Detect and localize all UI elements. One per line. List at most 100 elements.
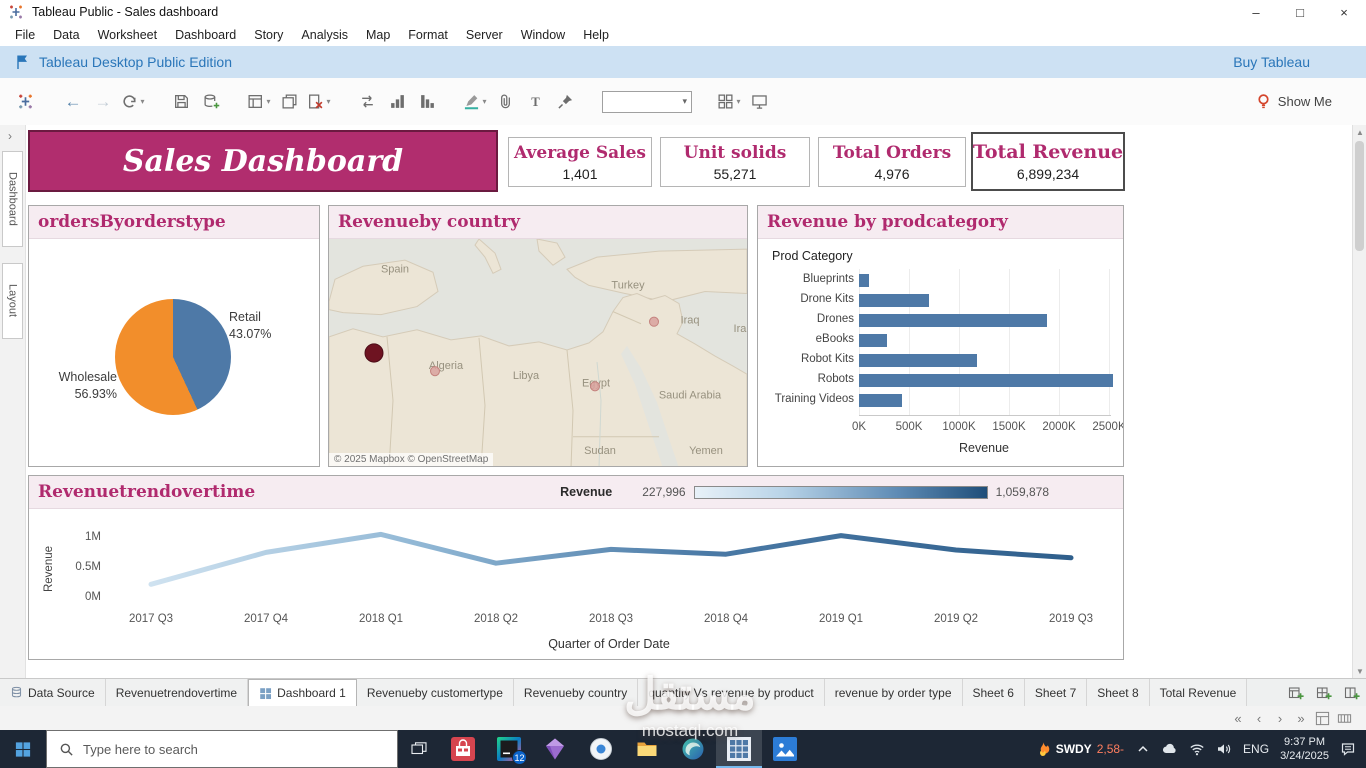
tab-revenuetrendovertime[interactable]: Revenuetrendovertime	[105, 679, 249, 706]
bar-drones[interactable]	[859, 314, 1047, 327]
clear-sheet-icon[interactable]: ▾	[305, 87, 333, 117]
minimize-button[interactable]: –	[1252, 4, 1260, 20]
menu-data[interactable]: Data	[53, 28, 80, 42]
first-sheet-button[interactable]: «	[1234, 710, 1242, 726]
taskbar-clock[interactable]: 9:37 PM 3/24/2025	[1280, 735, 1329, 764]
presentation-mode-icon[interactable]	[745, 87, 773, 117]
filmstrip-view-button[interactable]	[1337, 711, 1352, 726]
maximize-button[interactable]: □	[1296, 4, 1304, 20]
tab-quantity-vs-revenue-by-product[interactable]: quantity Vs revenue by product	[638, 679, 825, 706]
show-cards-icon[interactable]: ▾	[715, 87, 743, 117]
taskbar-search[interactable]	[46, 730, 398, 768]
bar-robot-kits[interactable]	[859, 354, 977, 367]
menu-dashboard[interactable]: Dashboard	[175, 28, 237, 42]
tab-revenueby-customertype[interactable]: Revenueby customertype	[356, 679, 514, 706]
kpi-card-average-sales[interactable]: Average Sales 1,401	[508, 137, 652, 187]
browser-app[interactable]	[578, 730, 624, 768]
kpi-card-total-orders[interactable]: Total Orders 4,976	[818, 137, 966, 187]
redo-icon[interactable]: ▾	[119, 87, 147, 117]
tab-sheet-8[interactable]: Sheet 8	[1087, 679, 1150, 706]
wifi-icon[interactable]	[1189, 741, 1205, 757]
new-worksheet-button[interactable]	[1282, 679, 1310, 706]
tableau-app[interactable]	[716, 730, 762, 768]
map-data-point[interactable]	[649, 316, 659, 327]
menu-format[interactable]: Format	[408, 28, 448, 42]
rail-tab-dashboard[interactable]: Dashboard	[2, 151, 23, 247]
color-legend[interactable]: Revenue 227,996 1,059,878	[560, 476, 1049, 509]
duplicate-icon[interactable]	[275, 87, 303, 117]
task-view-button[interactable]	[398, 730, 440, 768]
rail-tab-layout[interactable]: Layout	[2, 263, 23, 339]
pin-icon[interactable]	[551, 87, 579, 117]
menu-story[interactable]: Story	[254, 28, 284, 42]
country-map[interactable]: SpainTurkeyAlgeriaLibyaEgyptIraqIranSaud…	[329, 239, 747, 466]
swap-rows-cols-icon[interactable]	[353, 87, 381, 117]
tab-total-revenue[interactable]: Total Revenue	[1149, 679, 1248, 706]
action-center-icon[interactable]	[1340, 741, 1356, 757]
store-app[interactable]	[440, 730, 486, 768]
language-indicator[interactable]: ENG	[1243, 742, 1270, 756]
expand-pane-chevron-icon[interactable]: ›	[8, 129, 12, 143]
scrollbar-thumb[interactable]	[1355, 141, 1364, 251]
pie-chart[interactable]	[115, 299, 231, 415]
tableau-logo-icon[interactable]	[11, 87, 39, 117]
new-dashboard-button[interactable]	[1310, 679, 1338, 706]
menu-file[interactable]: File	[15, 28, 36, 42]
highlight-icon[interactable]: ▾	[461, 87, 489, 117]
map-data-point[interactable]	[590, 381, 600, 392]
previous-sheet-button[interactable]: ‹	[1256, 710, 1262, 726]
fit-combo[interactable]: ▾	[602, 90, 692, 113]
tab-dashboard-1[interactable]: Dashboard 1	[248, 679, 357, 706]
search-input[interactable]	[83, 741, 363, 757]
bar-drone-kits[interactable]	[859, 294, 929, 307]
tray-expand-icon[interactable]	[1135, 741, 1151, 757]
photos-app[interactable]	[762, 730, 808, 768]
sheet-sorter-view-button[interactable]	[1315, 711, 1330, 726]
scroll-down-icon[interactable]: ▼	[1356, 666, 1364, 676]
gem-app[interactable]	[532, 730, 578, 768]
tab-sheet-6[interactable]: Sheet 6	[962, 679, 1025, 706]
legend-gradient-bar[interactable]	[693, 485, 988, 499]
start-button[interactable]	[0, 730, 46, 768]
menu-help[interactable]: Help	[583, 28, 609, 42]
menu-map[interactable]: Map	[365, 28, 391, 42]
new-worksheet-icon[interactable]: ▾	[245, 87, 273, 117]
add-data-icon[interactable]	[197, 87, 225, 117]
sort-ascending-icon[interactable]	[383, 87, 411, 117]
stock-ticker[interactable]: SWDY 2,58-	[1035, 741, 1124, 757]
trend-line-chart[interactable]	[109, 509, 1109, 613]
kpi-card-unit-solids[interactable]: Unit solids 55,271	[660, 137, 810, 187]
vertical-scrollbar[interactable]: ▲ ▼	[1352, 125, 1366, 678]
menu-worksheet[interactable]: Worksheet	[97, 28, 158, 42]
map-data-point[interactable]	[364, 343, 384, 363]
tab-revenue-by-order-type[interactable]: revenue by order type	[824, 679, 963, 706]
menu-window[interactable]: Window	[520, 28, 566, 42]
bar-ebooks[interactable]	[859, 334, 887, 347]
bar-training-videos[interactable]	[859, 394, 902, 407]
bar-blueprints[interactable]	[859, 274, 869, 287]
edge-app[interactable]	[670, 730, 716, 768]
tab-sheet-7[interactable]: Sheet 7	[1024, 679, 1088, 706]
ide-app[interactable]: 12	[486, 730, 532, 768]
bar-robots[interactable]	[859, 374, 1113, 387]
text-label-icon[interactable]: T	[521, 87, 549, 117]
menu-analysis[interactable]: Analysis	[301, 28, 348, 42]
file-explorer[interactable]	[624, 730, 670, 768]
kpi-card-total-revenue[interactable]: Total Revenue 6,899,234	[971, 132, 1125, 191]
new-story-button[interactable]	[1338, 679, 1366, 706]
map-data-point[interactable]	[430, 366, 440, 377]
map-attribution[interactable]: © 2025 Mapbox © OpenStreetMap	[329, 453, 494, 466]
back-icon[interactable]: ←	[64, 92, 82, 111]
menu-server[interactable]: Server	[465, 28, 503, 42]
volume-icon[interactable]	[1216, 741, 1232, 757]
cloud-icon[interactable]	[1162, 741, 1178, 757]
paperclip-icon[interactable]	[491, 87, 519, 117]
last-sheet-button[interactable]: »	[1297, 710, 1305, 726]
sort-descending-icon[interactable]	[413, 87, 441, 117]
close-button[interactable]: ×	[1340, 4, 1348, 20]
next-sheet-button[interactable]: ›	[1277, 710, 1283, 726]
forward-icon[interactable]: →	[94, 92, 112, 111]
tab-revenueby-country[interactable]: Revenueby country	[513, 679, 639, 706]
buy-tableau-link[interactable]: Buy Tableau	[1233, 54, 1310, 70]
scroll-up-icon[interactable]: ▲	[1356, 127, 1364, 137]
